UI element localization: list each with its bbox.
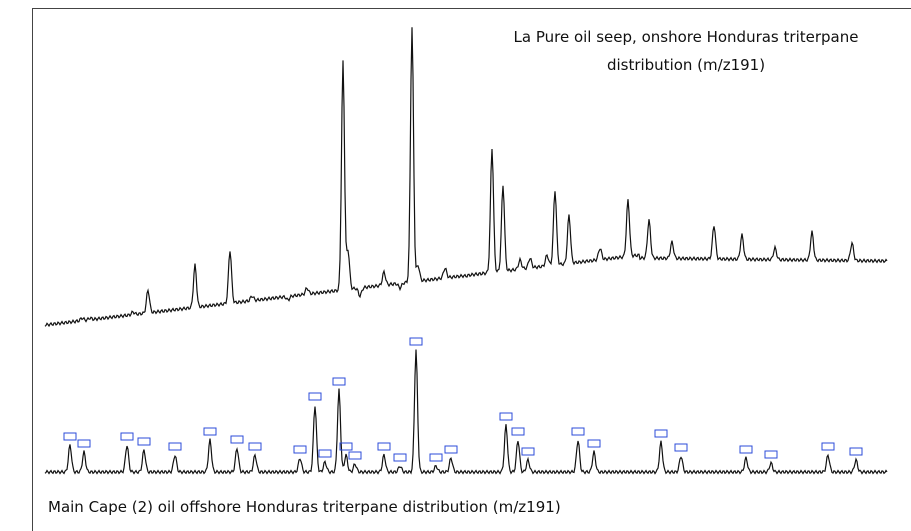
peak-label <box>571 427 585 436</box>
peak-label <box>332 377 346 386</box>
peak-label <box>821 442 835 451</box>
peak-label <box>499 412 513 421</box>
peak-label <box>444 445 458 454</box>
peak-label <box>521 447 535 456</box>
peak-label <box>203 427 217 436</box>
peak-label <box>318 449 332 458</box>
bottom-caption: Main Cape (2) oil offshore Honduras trit… <box>48 498 561 516</box>
peak-label <box>308 392 322 401</box>
top-caption-line: distribution (m/z191) <box>607 56 765 74</box>
peak-labels <box>63 337 863 462</box>
peak-label <box>409 337 423 346</box>
peak-label <box>393 453 407 462</box>
peak-label <box>377 442 391 451</box>
peak-label <box>511 427 525 436</box>
peak-label <box>168 442 182 451</box>
peak-label <box>674 443 688 452</box>
peak-label <box>293 445 307 454</box>
peak-label <box>230 435 244 444</box>
top-caption-line: La Pure oil seep, onshore Honduras trite… <box>514 28 859 46</box>
peak-label <box>348 451 362 460</box>
peak-label <box>587 439 601 448</box>
chromatogram-trace <box>44 349 888 475</box>
peak-label <box>654 429 668 438</box>
peak-label <box>77 439 91 448</box>
peak-label <box>849 447 863 456</box>
peak-label <box>339 442 353 451</box>
peak-label <box>248 442 262 451</box>
peak-label <box>429 453 443 462</box>
peak-label <box>137 437 151 446</box>
peak-label <box>739 445 753 454</box>
frame <box>32 8 911 531</box>
peak-label <box>120 432 134 441</box>
peak-label <box>764 450 778 459</box>
chromatogram-trace <box>44 27 888 328</box>
peak-label <box>63 432 77 441</box>
